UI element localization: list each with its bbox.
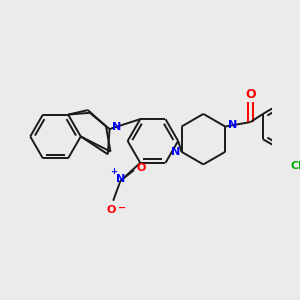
Text: N: N (116, 174, 125, 184)
Text: O: O (136, 163, 146, 173)
Text: +: + (111, 167, 118, 176)
Text: O: O (107, 205, 116, 215)
Text: N: N (112, 122, 122, 132)
Text: −: − (118, 203, 126, 213)
Text: O: O (245, 88, 256, 101)
Text: N: N (228, 120, 237, 130)
Text: Cl: Cl (290, 161, 300, 171)
Text: N: N (171, 147, 180, 157)
